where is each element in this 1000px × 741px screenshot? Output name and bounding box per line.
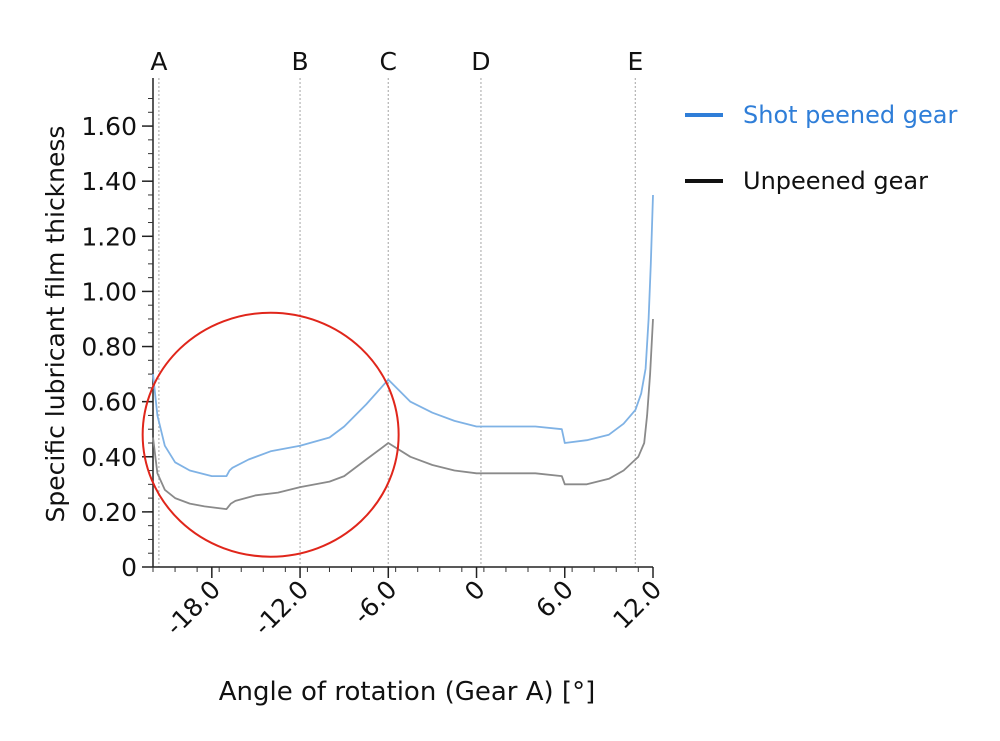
- series-line-unpeened: [152, 318, 654, 511]
- legend-swatch-unpeened: [685, 179, 723, 183]
- marker-label-c: C: [380, 47, 397, 76]
- axis-labels: Angle of rotation (Gear A) [°] Specific …: [41, 126, 595, 707]
- y-tick-label: 0.80: [81, 333, 137, 362]
- y-tick-label: 0: [121, 553, 137, 582]
- x-tick-label: -6.0: [348, 575, 403, 630]
- legend-item-shot-peened: Shot peened gear: [685, 98, 957, 132]
- marker-lines: A B C D E: [150, 47, 643, 567]
- series-lines: [152, 194, 654, 511]
- x-tick-label: 6.0: [530, 575, 579, 624]
- x-axis-label: Angle of rotation (Gear A) [°]: [219, 677, 595, 707]
- x-tick-label: -18.0: [160, 575, 226, 641]
- x-tick-label: 0: [459, 575, 491, 607]
- legend: Shot peened gear Unpeened gear: [685, 98, 957, 230]
- annotation: [141, 311, 400, 558]
- x-tick-label: 12.0: [607, 575, 667, 635]
- legend-item-unpeened: Unpeened gear: [685, 164, 957, 198]
- marker-label-d: D: [471, 47, 490, 76]
- marker-label-a: A: [150, 47, 167, 76]
- y-tick-label: 0.40: [81, 443, 137, 472]
- y-axis-label: Specific lubricant film thickness: [41, 126, 70, 523]
- marker-label-e: E: [627, 47, 643, 76]
- y-tick-label: 0.60: [81, 388, 137, 417]
- y-tick-label: 1.20: [81, 222, 137, 251]
- y-tick-label: 1.00: [81, 277, 137, 306]
- annotation-circle: [141, 311, 400, 558]
- y-tick-label: 1.60: [81, 112, 137, 141]
- legend-swatch-shot-peened: [685, 113, 723, 117]
- y-tick-label: 0.20: [81, 498, 137, 527]
- y-tick-label: 1.40: [81, 167, 137, 196]
- legend-label-unpeened: Unpeened gear: [743, 167, 928, 195]
- legend-label-shot-peened: Shot peened gear: [743, 101, 958, 129]
- x-tick-label: -12.0: [248, 575, 314, 641]
- series-line-shot-peened: [152, 194, 654, 478]
- marker-label-b: B: [291, 47, 308, 76]
